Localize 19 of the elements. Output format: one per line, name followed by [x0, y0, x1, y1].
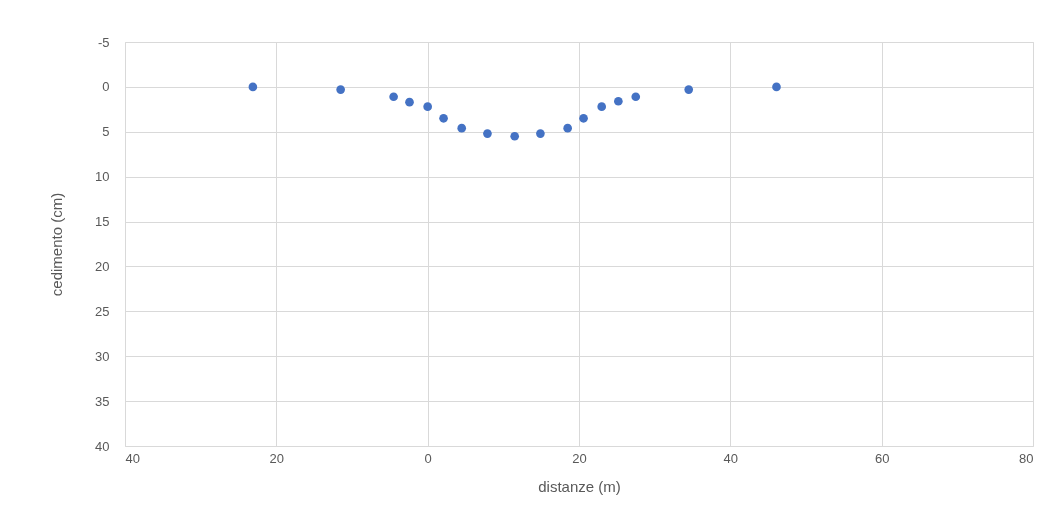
- y-tick-label: 5: [102, 124, 110, 140]
- x-axis-title: distanze (m): [538, 477, 621, 495]
- y-tick-label: 20: [95, 258, 110, 274]
- y-tick-label: 0: [102, 79, 110, 95]
- x-tick-label: 20: [572, 450, 587, 466]
- y-tick-label: 15: [95, 214, 110, 230]
- y-tick-label: 25: [95, 303, 110, 319]
- y-tick-label: 30: [95, 348, 110, 364]
- x-tick-label: 20: [269, 450, 285, 466]
- y-axis-title: cedimento (cm): [48, 192, 66, 297]
- x-tick-label: 40: [125, 450, 140, 466]
- y-tick-label: -5: [97, 34, 110, 50]
- x-tick-label: 60: [874, 450, 890, 466]
- y-tick-label: 40: [95, 438, 110, 454]
- x-tick-label: 0: [424, 450, 432, 466]
- y-tick-label: 35: [95, 393, 110, 409]
- x-tick-label: 40: [723, 450, 739, 466]
- y-tick-label: 10: [95, 169, 110, 185]
- x-tick-label: 80: [1019, 450, 1034, 466]
